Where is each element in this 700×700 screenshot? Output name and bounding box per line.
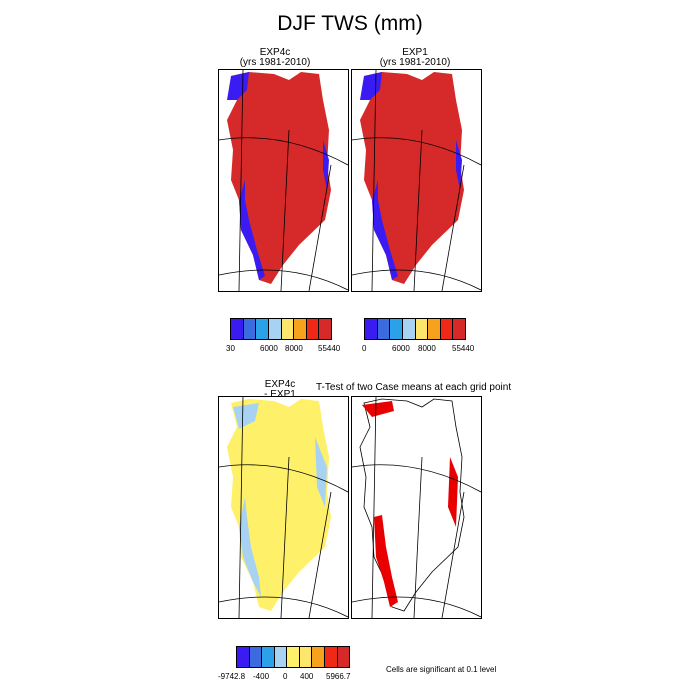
colorbar-swatch <box>274 647 288 667</box>
colorbar-difference <box>236 646 350 668</box>
colorbar-swatch <box>256 319 269 339</box>
panel-title-difference: EXP4c - EXP1 <box>255 380 305 400</box>
panel-subtitle: (yrs 1981-2010) <box>239 57 311 68</box>
significant-cells-north <box>362 401 394 417</box>
graticule-lines <box>219 70 348 291</box>
greenland-outline <box>359 398 465 612</box>
colorbar-swatch <box>415 319 429 339</box>
panel-name: EXP1 <box>402 47 428 58</box>
panel-title-ttest: T-Test of two Case means at each grid po… <box>316 382 512 393</box>
significant-cells-east <box>448 457 458 527</box>
colorbar-swatch <box>312 647 325 667</box>
lightblue-patch-west <box>239 497 261 597</box>
colorbar-swatch <box>262 647 275 667</box>
colorbar-swatch <box>402 319 416 339</box>
colorbar-label: 55440 <box>318 344 341 353</box>
colorbar-label: 0 <box>283 672 288 681</box>
lightblue-patch-east <box>315 437 327 507</box>
blue-coast-north <box>227 72 249 100</box>
colorbar-label: 8000 <box>418 344 436 353</box>
blue-coast-north <box>360 72 382 100</box>
map-panel-difference <box>218 396 349 619</box>
colorbar-swatch <box>377 319 391 339</box>
panel-name: EXP4c <box>264 379 296 390</box>
colorbar-exp1 <box>364 318 466 340</box>
significance-note: Cells are significant at 0.1 level <box>386 665 497 674</box>
greenland-landmass <box>360 72 464 284</box>
colorbar-swatch <box>390 319 403 339</box>
colorbar-swatch <box>453 319 465 339</box>
colorbar-swatch <box>281 319 295 339</box>
colorbar-exp4c <box>230 318 332 340</box>
colorbar-swatch <box>268 319 282 339</box>
panel-subtitle: - EXP1 <box>264 389 296 400</box>
panel-title-exp4c: EXP4c (yrs 1981-2010) <box>215 48 335 68</box>
greenland-landmass <box>227 72 331 284</box>
colorbar-swatch <box>440 319 454 339</box>
panel-title-exp1: EXP1 (yrs 1981-2010) <box>355 48 475 68</box>
blue-coast-east <box>323 140 329 190</box>
colorbar-swatch <box>249 647 263 667</box>
colorbar-label: -400 <box>253 672 270 681</box>
lightblue-patch-north <box>233 403 259 429</box>
colorbar-swatch <box>287 647 300 667</box>
blue-coast-east <box>456 140 462 190</box>
colorbar-label: 6000 <box>392 344 410 353</box>
map-panel-exp1 <box>351 69 482 292</box>
colorbar-label: 5966.7 <box>326 672 351 681</box>
blue-coast-west <box>239 180 265 280</box>
colorbar-label: 400 <box>300 672 314 681</box>
colorbar-swatch <box>237 647 250 667</box>
colorbar-label: 55440 <box>452 344 475 353</box>
colorbar-swatch <box>365 319 378 339</box>
colorbar-swatch <box>299 647 313 667</box>
colorbar-label: 0 <box>362 344 367 353</box>
map-panel-exp4c <box>218 69 349 292</box>
main-title: DJF TWS (mm) <box>277 12 423 35</box>
colorbar-label: 6000 <box>260 344 278 353</box>
colorbar-swatch <box>337 647 350 667</box>
colorbar-swatch <box>243 319 257 339</box>
graticule-lines <box>352 70 481 291</box>
map-panel-ttest <box>351 396 482 619</box>
colorbar-swatch <box>231 319 244 339</box>
graticule-lines <box>219 397 348 618</box>
colorbar-swatch <box>294 319 307 339</box>
colorbar-swatch <box>324 647 338 667</box>
colorbar-swatch <box>428 319 441 339</box>
panel-subtitle: (yrs 1981-2010) <box>379 57 451 68</box>
graticule-lines <box>352 397 481 618</box>
colorbar-label: 30 <box>226 344 235 353</box>
panel-name: EXP4c <box>259 47 291 58</box>
colorbar-label: 8000 <box>285 344 303 353</box>
colorbar-swatch <box>319 319 331 339</box>
colorbar-swatch <box>306 319 320 339</box>
colorbar-label: -9742.8 <box>218 672 246 681</box>
blue-coast-west <box>372 180 398 280</box>
significant-cells-west <box>374 515 398 607</box>
